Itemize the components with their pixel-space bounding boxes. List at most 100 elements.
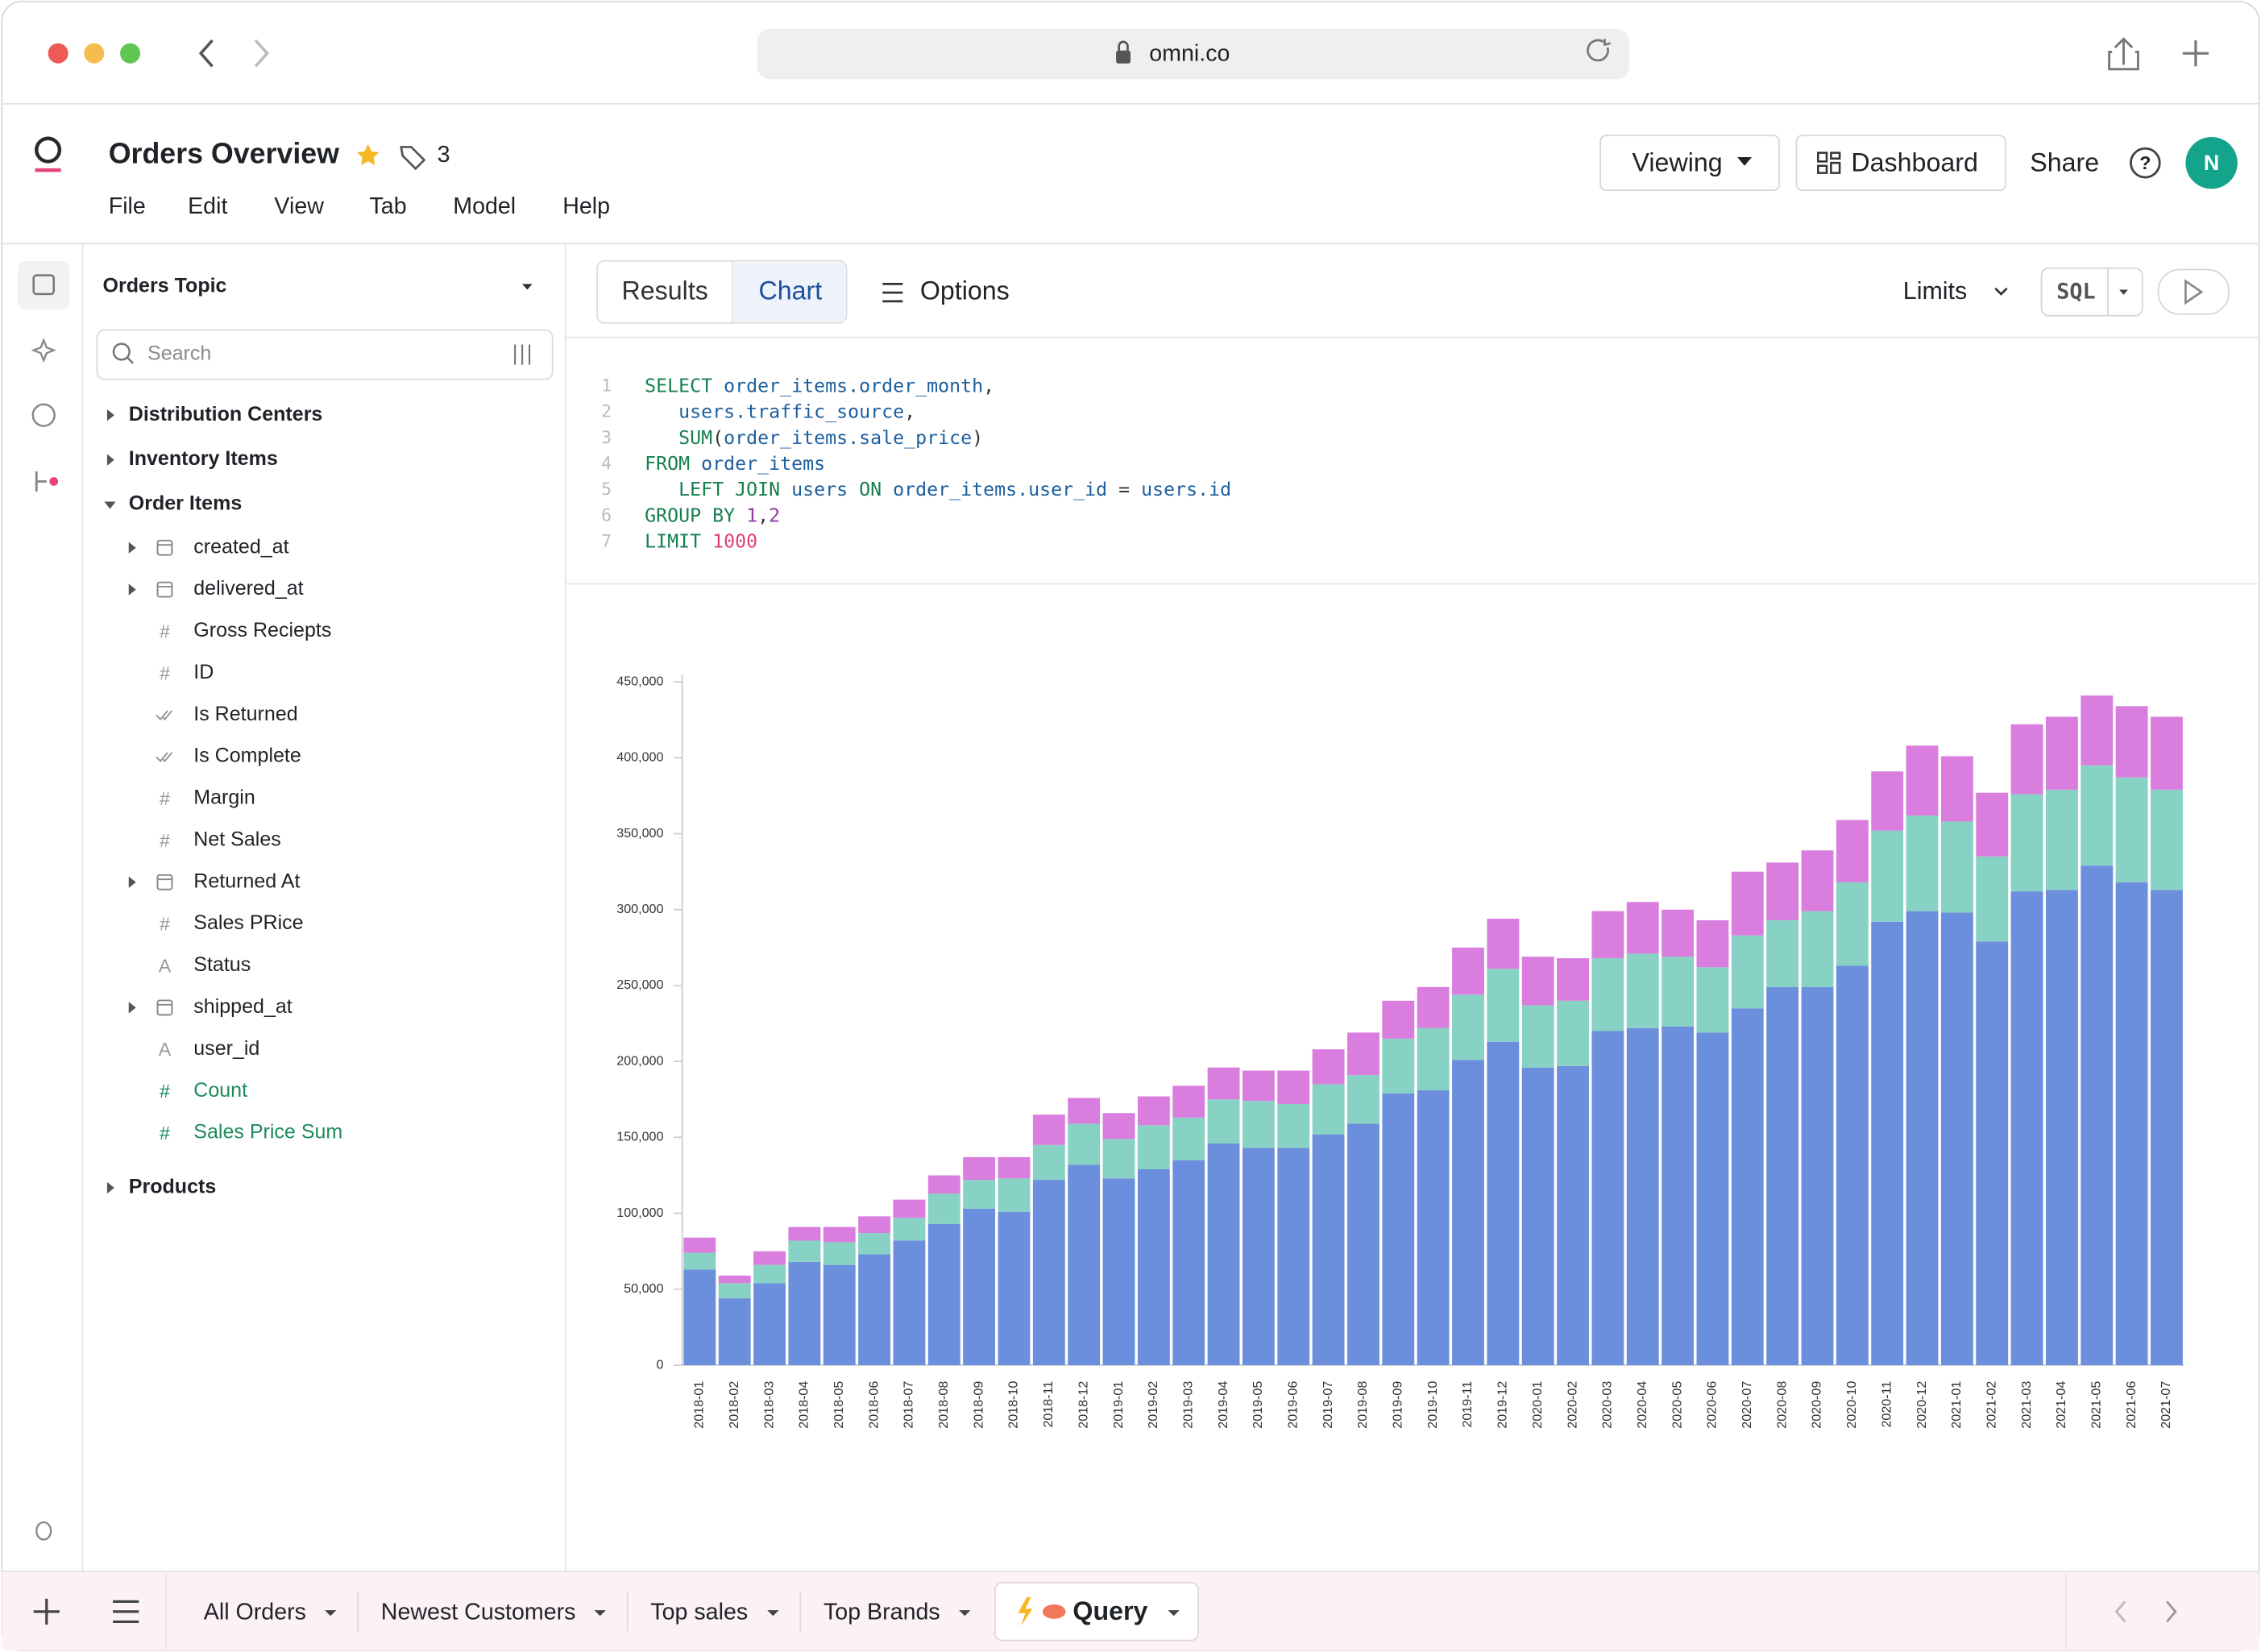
bar-segment xyxy=(1732,936,1764,1008)
x-tick-label: 2018-01 xyxy=(692,1381,707,1429)
y-tick-label: 150,000 xyxy=(616,1130,663,1144)
field-label[interactable]: Is Returned xyxy=(193,703,297,725)
group-label[interactable]: Distribution Centers xyxy=(129,403,323,425)
limits-button[interactable]: Limits xyxy=(1903,277,1967,305)
field-label[interactable]: created_at xyxy=(193,535,288,558)
x-tick-label: 2018-08 xyxy=(936,1381,951,1429)
bar-segment xyxy=(858,1254,890,1365)
group-label[interactable]: Products xyxy=(129,1176,216,1198)
group-label[interactable]: Inventory Items xyxy=(129,447,278,470)
minimize-button[interactable] xyxy=(84,44,104,64)
run-button[interactable] xyxy=(2158,270,2229,314)
field-label[interactable]: Net Sales xyxy=(193,828,281,850)
x-tick-label: 2020-11 xyxy=(1879,1381,1894,1428)
menu-item[interactable]: Tab xyxy=(369,193,406,219)
field-label[interactable]: user_id xyxy=(193,1037,259,1060)
y-tick-label: 250,000 xyxy=(616,978,663,992)
bar-segment xyxy=(1208,1144,1240,1365)
field-label[interactable]: delivered_at xyxy=(193,577,303,600)
close-button[interactable] xyxy=(48,44,68,64)
bar-segment xyxy=(1522,957,1554,1005)
field-label[interactable]: Status xyxy=(193,953,251,976)
sql-token: 2 xyxy=(769,504,780,526)
x-tick-label: 2020-03 xyxy=(1600,1381,1615,1429)
bar-segment xyxy=(1417,1090,1450,1365)
field-label[interactable]: Margin xyxy=(193,787,255,809)
view-tab[interactable]: Results xyxy=(622,276,708,305)
bottom-tab[interactable]: Top sales xyxy=(650,1599,748,1625)
x-tick-label: 2018-11 xyxy=(1041,1381,1056,1428)
line-number: 6 xyxy=(601,505,612,525)
bottom-tab[interactable]: Top Brands xyxy=(824,1599,940,1625)
field-label[interactable]: ID xyxy=(193,661,214,683)
bar-segment xyxy=(788,1241,820,1262)
line-number: 7 xyxy=(601,532,612,552)
x-tick-label: 2018-05 xyxy=(832,1381,846,1429)
field-label[interactable]: shipped_at xyxy=(193,995,292,1018)
bar-segment xyxy=(1557,1001,1589,1066)
bar-segment xyxy=(1836,882,1869,966)
field-label[interactable]: Gross Reciepts xyxy=(193,619,331,641)
bar-segment xyxy=(1976,857,2008,942)
url: omni.co xyxy=(1149,41,1230,67)
options-button[interactable]: Options xyxy=(920,276,1010,305)
bar-segment xyxy=(2081,695,2113,766)
bar-segment xyxy=(1172,1085,1205,1118)
bar-segment xyxy=(928,1175,960,1193)
bar-segment xyxy=(1243,1148,1275,1365)
bar-segment xyxy=(1033,1145,1065,1180)
x-tick-label: 2021-03 xyxy=(2019,1381,2034,1429)
sql-token: users.id xyxy=(1141,479,1231,500)
type-icon: # xyxy=(160,830,170,851)
sql-token: order_items.sale_price xyxy=(724,426,972,448)
sql-line: LIMIT 1000 xyxy=(645,530,757,552)
bar-segment xyxy=(1313,1049,1345,1084)
x-tick-label: 2019-09 xyxy=(1391,1381,1405,1429)
bar-segment xyxy=(998,1157,1031,1178)
bar-segment xyxy=(1662,957,1694,1027)
field-label[interactable]: Sales PRice xyxy=(193,911,303,934)
menu-item[interactable]: Help xyxy=(562,193,610,219)
x-tick-label: 2020-12 xyxy=(1915,1381,1929,1429)
bar-segment xyxy=(1976,793,2008,857)
bar-segment xyxy=(2046,890,2078,1365)
field-label[interactable]: Returned At xyxy=(193,870,300,892)
x-tick-label: 2019-10 xyxy=(1425,1381,1440,1429)
bar-segment xyxy=(1836,820,1869,882)
rail-active[interactable] xyxy=(18,261,69,310)
field-label[interactable]: Sales Price Sum xyxy=(193,1121,342,1144)
bottom-tab[interactable]: Newest Customers xyxy=(381,1599,576,1625)
menu-item[interactable]: Model xyxy=(453,193,516,219)
bar-segment xyxy=(1277,1070,1309,1103)
y-tick-label: 450,000 xyxy=(616,674,663,688)
sql-token: , xyxy=(904,401,915,422)
view-tab[interactable]: Chart xyxy=(758,276,822,305)
bar-segment xyxy=(1068,1123,1100,1164)
bar-segment xyxy=(2081,865,2113,1365)
menu-item[interactable]: File xyxy=(109,193,146,219)
field-label[interactable]: Count xyxy=(193,1079,247,1102)
type-icon: # xyxy=(160,1081,170,1102)
zoom-button[interactable] xyxy=(120,44,140,64)
sql-token: 1 xyxy=(746,504,757,526)
bar-segment xyxy=(1627,902,1659,953)
bar-segment xyxy=(1452,1060,1484,1365)
bottom-tab[interactable]: Query xyxy=(1072,1596,1147,1625)
bar-segment xyxy=(1766,920,1798,987)
x-tick-label: 2021-02 xyxy=(1984,1381,1998,1429)
menu-item[interactable]: View xyxy=(274,193,324,219)
bar-segment xyxy=(1766,862,1798,920)
type-icon: A xyxy=(159,955,172,976)
line-number: 3 xyxy=(601,428,612,448)
bar-segment xyxy=(1487,1042,1519,1365)
type-icon: # xyxy=(160,914,170,935)
bar-segment xyxy=(1382,1094,1414,1365)
group-label[interactable]: Order Items xyxy=(129,492,243,515)
bar-segment xyxy=(1591,911,1624,958)
bottom-tab[interactable]: All Orders xyxy=(204,1599,306,1625)
field-label[interactable]: Is Complete xyxy=(193,745,301,767)
x-tick-label: 2018-12 xyxy=(1076,1381,1090,1429)
menu-item[interactable]: Edit xyxy=(188,193,227,219)
sql-token: ON xyxy=(859,479,893,500)
x-tick-label: 2020-09 xyxy=(1810,1381,1824,1429)
